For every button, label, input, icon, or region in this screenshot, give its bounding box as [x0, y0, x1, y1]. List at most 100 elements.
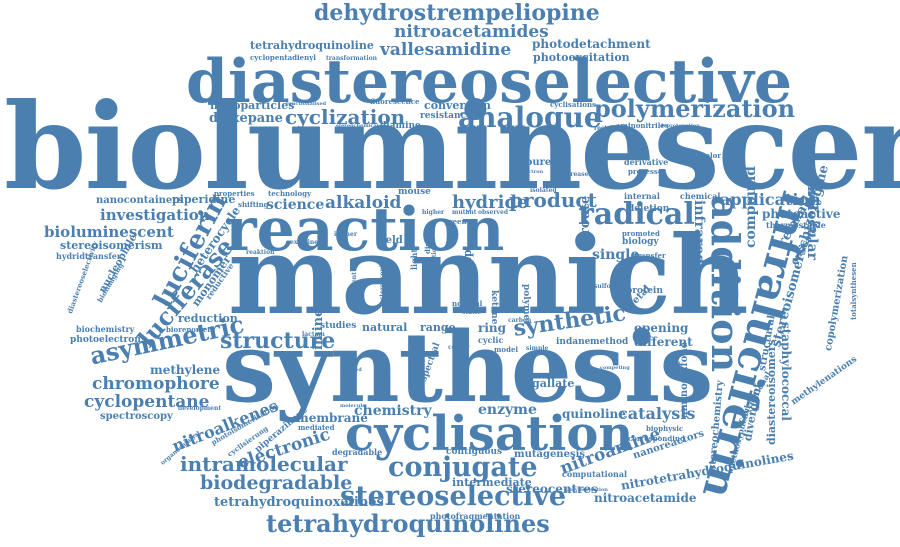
- word-thiourea: thiourea: [510, 157, 558, 168]
- word-photoexcitation: photoexcitation: [533, 51, 630, 64]
- word-synthesis: synthesis: [222, 311, 713, 424]
- word-piperidine: piperidine: [172, 193, 236, 206]
- word-bridged: bridged: [340, 367, 362, 373]
- word-multicolor: multicolor: [680, 151, 721, 160]
- word-resistance: resistance: [420, 111, 472, 121]
- word-science: science: [266, 197, 325, 213]
- word-biology: biology: [622, 237, 659, 247]
- word-mouse: mouse: [398, 187, 431, 197]
- word-electron: electron: [520, 169, 544, 175]
- word-observed: observed: [478, 209, 509, 216]
- word-processes: processes: [628, 167, 667, 176]
- word-aminosulfone: aminosulfone: [679, 341, 690, 418]
- word-quinoline: quinoline: [562, 407, 626, 421]
- word-total: total: [464, 299, 483, 308]
- word-functionalised: functionalised: [286, 101, 327, 107]
- word-restricted: restricted: [594, 125, 628, 132]
- word-range: range: [420, 321, 456, 334]
- word-staphylococcal: staphylococcal: [779, 322, 793, 421]
- word-modification: modification: [431, 243, 438, 286]
- word-nanocontainers: nanocontainers: [96, 195, 184, 206]
- word-polymerisation: polymerisation: [566, 487, 608, 493]
- word-investigation: investigation: [100, 206, 210, 224]
- word-higher: higher: [422, 209, 445, 216]
- word-conjugate: conjugate: [388, 452, 538, 483]
- word-conversion: conversion: [424, 99, 491, 112]
- word-photoelectron: photoelectron: [70, 335, 141, 345]
- word-development: development: [178, 405, 222, 412]
- word-tetrahydroquinoline: tetrahydroquinoline: [250, 39, 374, 52]
- word-increases: increases: [560, 171, 592, 178]
- word-hydridtransfer: hydridtransfer: [56, 251, 122, 261]
- word-derivative: derivative: [624, 157, 669, 167]
- word-different: different: [634, 335, 693, 349]
- word-biophysic: biophysic: [646, 424, 684, 433]
- word-competing: competing: [600, 365, 630, 371]
- word-properties: properties: [214, 189, 255, 198]
- word-deprotonation: deprotonation: [660, 123, 700, 129]
- word-reduction: reduction: [178, 312, 238, 325]
- word-fluorescence: fluorescence: [370, 97, 420, 106]
- word-protein: protein: [626, 286, 663, 296]
- word-chemical: chemical: [680, 191, 721, 201]
- word-mediated: mediated: [298, 423, 335, 432]
- word-addition: addition: [703, 195, 748, 373]
- word-tetrahydroquinolines: tetrahydroquinolines: [266, 509, 550, 538]
- word-biochemistry: biochemistry: [76, 324, 135, 334]
- word-corresponding: corresponding: [628, 434, 685, 443]
- word-natural: natural: [362, 321, 408, 334]
- word-dehydrostrempeliopine: dehydrostrempeliopine: [314, 0, 600, 26]
- word-ring: ring: [478, 321, 506, 335]
- word-gallate: gallate: [532, 377, 575, 390]
- word-methylenations: methylenations: [789, 354, 859, 408]
- word-hydride: hydride: [452, 192, 529, 213]
- word-polymerization: polymerization: [594, 94, 796, 123]
- word-opening: opening: [634, 321, 689, 335]
- word-cyclic: cyclic: [478, 335, 504, 345]
- word-chromophore: chromophore: [92, 374, 220, 394]
- word-transfer: transfer: [634, 251, 666, 260]
- word-nitroacetamides: nitroacetamides: [394, 22, 549, 42]
- word-reaktion: reaktion: [246, 249, 275, 256]
- word-examine: examine: [290, 239, 319, 246]
- word-compound: compound: [743, 166, 759, 248]
- word-imine: imine: [311, 308, 326, 350]
- word-lactam: lactam: [302, 331, 325, 338]
- word-stereocentres: stereocentres: [506, 482, 598, 496]
- word-reaction: reaction: [225, 195, 505, 265]
- word-mutagenesis: mutagenesis: [514, 449, 585, 460]
- word-yield: yield: [376, 235, 403, 246]
- word-stereocenter: stereocenter: [379, 257, 386, 300]
- word-structure: structure: [220, 328, 336, 354]
- word-diastereoselective: diastereoselective: [186, 47, 793, 117]
- word-biodegradable: biodegradable: [200, 472, 353, 494]
- word-degradable: degradable: [332, 447, 383, 457]
- word-catalysis: catalysis: [618, 404, 696, 423]
- word-photofragmentation: photofragmentation: [430, 511, 521, 521]
- word-molecule: molecule: [340, 403, 366, 409]
- word-group: group: [461, 249, 474, 286]
- word-light: light: [409, 248, 419, 270]
- word-bioreporter: bioreporter: [166, 325, 211, 334]
- word-bioluminescent: bioluminescent: [44, 223, 174, 241]
- word-diamine: diamine: [380, 121, 421, 131]
- word-transformation: transformation: [326, 55, 377, 62]
- word-ketone: ketone: [489, 290, 499, 325]
- word-photoactive: photoactive: [762, 207, 841, 221]
- word-stereoisomerism: stereoisomerism: [60, 239, 163, 252]
- word-copolymerization: copolymerization: [823, 254, 851, 352]
- word-sulfone: sulfone: [594, 283, 619, 290]
- word-mutant: mutant: [452, 209, 477, 216]
- word-tetrahydroquinoxalines: tetrahydroquinoxalines: [214, 495, 384, 510]
- word-mannich: mannich: [228, 213, 749, 339]
- word-single: single: [592, 247, 640, 263]
- word-intermediate: intermediate: [452, 476, 532, 489]
- word-cyclisations: cyclisations: [550, 100, 596, 109]
- word-method: method: [590, 337, 629, 347]
- word-technology: technology: [268, 189, 312, 198]
- word-carbon: carbon: [508, 317, 532, 324]
- word-novel: novel: [452, 299, 473, 308]
- word-aminonitriles: aminonitriles: [616, 121, 669, 130]
- word-diastereoisomers: diastereoisomers: [765, 339, 778, 445]
- word-contiguous: contiguous: [446, 447, 503, 457]
